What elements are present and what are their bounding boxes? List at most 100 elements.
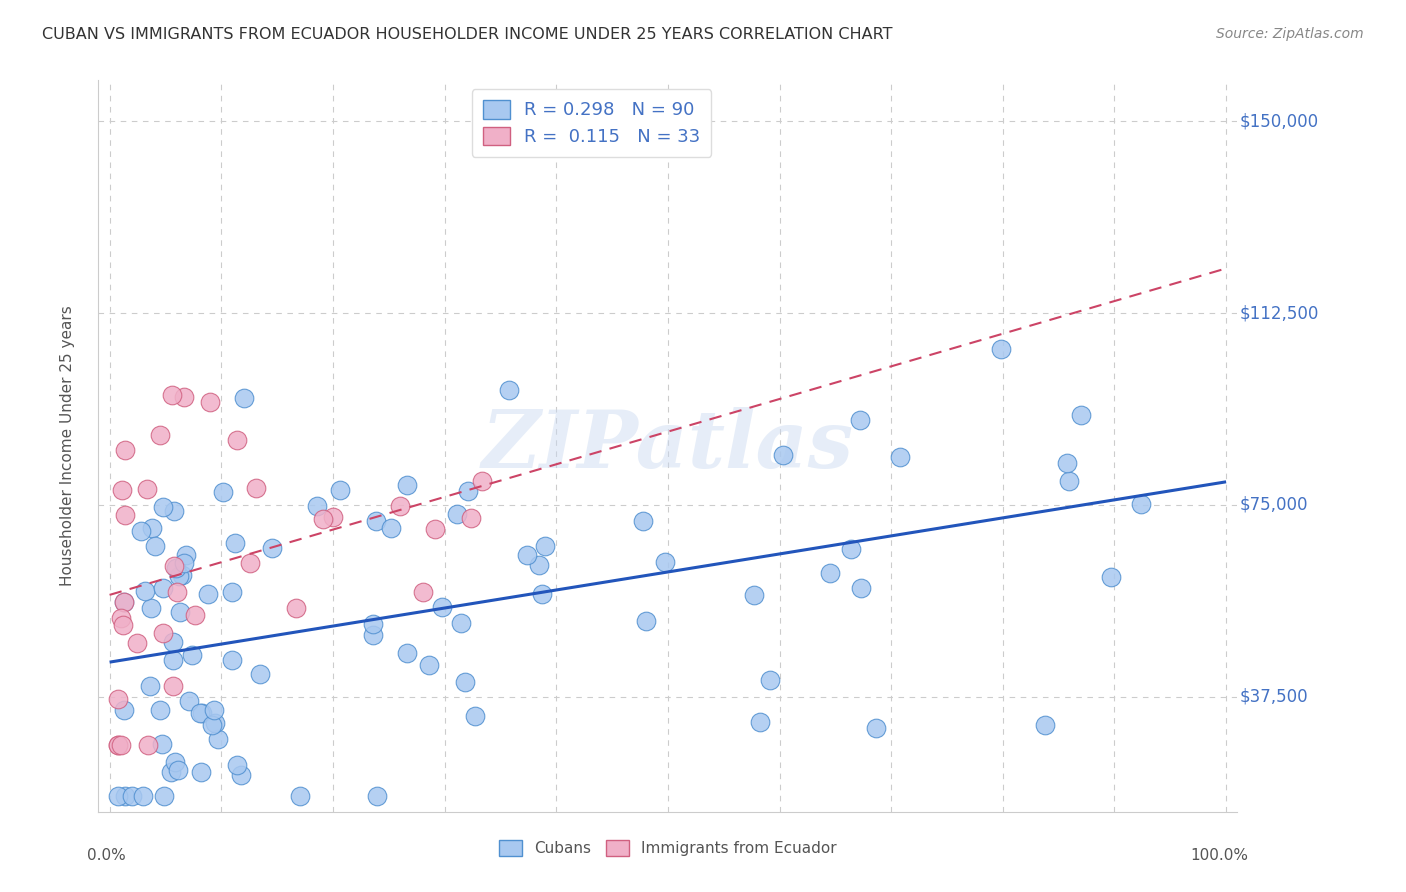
Point (329, 483, 352, 497)
Point (163, 559, 186, 574)
Point (534, 540, 557, 554)
Point (460, 510, 482, 524)
Legend: Cubans, Immigrants from Ecuador: Cubans, Immigrants from Ecuador (492, 834, 844, 863)
Point (150, 738, 173, 752)
Point (181, 648, 204, 663)
Point (153, 789, 176, 804)
Point (110, 611, 132, 625)
Point (654, 555, 676, 569)
Point (221, 585, 243, 599)
Point (162, 679, 184, 693)
Point (131, 789, 153, 804)
Point (112, 703, 135, 717)
Point (112, 594, 135, 608)
Point (1129, 497, 1152, 511)
Point (107, 738, 129, 752)
Point (423, 522, 446, 536)
Point (165, 755, 187, 769)
Point (131, 524, 153, 538)
Point (107, 789, 129, 804)
Point (446, 507, 468, 521)
Point (169, 569, 191, 583)
Point (111, 483, 134, 497)
Point (152, 625, 174, 640)
Point (1099, 570, 1122, 584)
Point (174, 549, 197, 563)
Point (172, 567, 194, 582)
Point (160, 764, 183, 779)
Point (204, 716, 226, 731)
Point (136, 738, 159, 752)
Point (152, 500, 174, 515)
Point (531, 587, 554, 601)
Point (361, 616, 384, 631)
Point (169, 605, 191, 619)
Point (450, 615, 472, 630)
Point (162, 653, 184, 667)
Point (284, 600, 307, 615)
Point (200, 718, 222, 732)
Point (396, 478, 419, 492)
Point (361, 628, 384, 642)
Point (110, 738, 132, 752)
Point (262, 541, 284, 556)
Point (136, 483, 159, 497)
Point (889, 450, 911, 465)
Point (114, 789, 136, 804)
Text: Source: ZipAtlas.com: Source: ZipAtlas.com (1216, 27, 1364, 41)
Point (851, 581, 873, 595)
Point (114, 508, 136, 523)
Point (865, 721, 887, 735)
Text: ZIPatlas: ZIPatlas (482, 408, 853, 484)
Point (233, 392, 256, 406)
Point (226, 758, 249, 772)
Point (471, 474, 494, 488)
Point (457, 483, 479, 498)
Point (107, 691, 129, 706)
Point (1070, 408, 1092, 422)
Point (224, 535, 246, 549)
Point (312, 511, 335, 525)
Point (202, 703, 225, 717)
Point (990, 342, 1012, 356)
Point (454, 674, 477, 689)
Text: CUBAN VS IMMIGRANTS FROM ECUADOR HOUSEHOLDER INCOME UNDER 25 YEARS CORRELATION C: CUBAN VS IMMIGRANTS FROM ECUADOR HOUSEHO… (42, 27, 893, 42)
Point (112, 618, 135, 632)
Text: 100.0%: 100.0% (1191, 848, 1249, 863)
Point (173, 556, 195, 570)
Point (322, 510, 344, 524)
Point (430, 600, 453, 615)
Point (149, 703, 172, 717)
Point (1056, 456, 1078, 470)
Point (211, 484, 233, 499)
Point (498, 383, 520, 397)
Point (418, 658, 440, 673)
Point (197, 587, 219, 601)
Point (527, 558, 550, 573)
Point (107, 738, 129, 752)
Point (841, 541, 863, 556)
Point (226, 433, 249, 447)
Point (163, 504, 186, 518)
Point (364, 514, 387, 528)
Point (388, 499, 411, 513)
Point (742, 588, 765, 602)
Point (141, 521, 163, 535)
Point (173, 390, 195, 404)
Point (162, 635, 184, 649)
Point (166, 585, 188, 599)
Point (396, 646, 419, 660)
Point (239, 556, 262, 570)
Text: $150,000: $150,000 (1240, 112, 1319, 130)
Point (207, 731, 229, 746)
Point (366, 789, 388, 804)
Point (631, 514, 654, 528)
Text: $75,000: $75,000 (1240, 496, 1308, 514)
Point (307, 500, 329, 514)
Point (167, 763, 190, 777)
Point (1057, 474, 1080, 488)
Point (134, 584, 156, 599)
Point (1033, 717, 1056, 731)
Point (412, 585, 434, 599)
Point (288, 789, 311, 804)
